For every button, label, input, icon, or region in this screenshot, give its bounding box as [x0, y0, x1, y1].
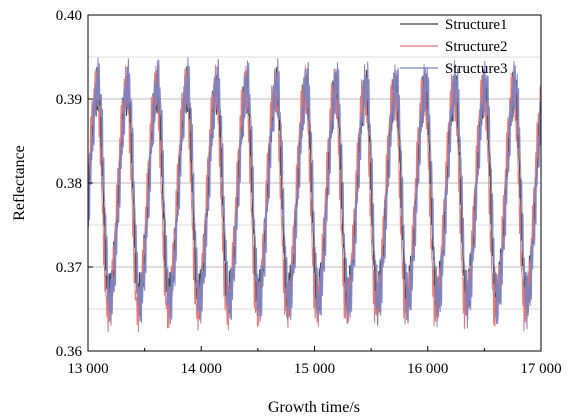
y-tick-label: 0.39	[56, 92, 82, 108]
series-line-structure1	[88, 66, 541, 321]
legend: Structure1 Structure2 Structure3	[400, 17, 507, 77]
x-tick-label: 14 000	[181, 361, 222, 377]
x-tick-label: 13 000	[67, 361, 108, 377]
series-layer	[88, 57, 541, 333]
x-tick-label: 16 000	[407, 361, 448, 377]
y-tick-label: 0.36	[56, 344, 83, 360]
series-line-structure2	[88, 64, 541, 333]
y-tick-label: 0.37	[56, 260, 83, 276]
y-tick-label: 0.40	[56, 8, 82, 24]
legend-label-structure2: Structure2	[445, 39, 507, 55]
y-axis-label: Reflectance	[11, 145, 28, 221]
x-tick-label: 17 000	[520, 361, 561, 377]
x-axis-label: Growth time/s	[268, 399, 360, 416]
y-tick-label: 0.38	[56, 176, 82, 192]
legend-label-structure3: Structure3	[445, 61, 507, 77]
x-tick-label: 15 000	[294, 361, 335, 377]
tick-layer: 13 000 14 000 15 000 16 000 17 000 0.36 0.37 0.…	[56, 8, 562, 377]
series-line-structure3	[88, 57, 541, 330]
legend-label-structure1: Structure1	[445, 17, 507, 33]
